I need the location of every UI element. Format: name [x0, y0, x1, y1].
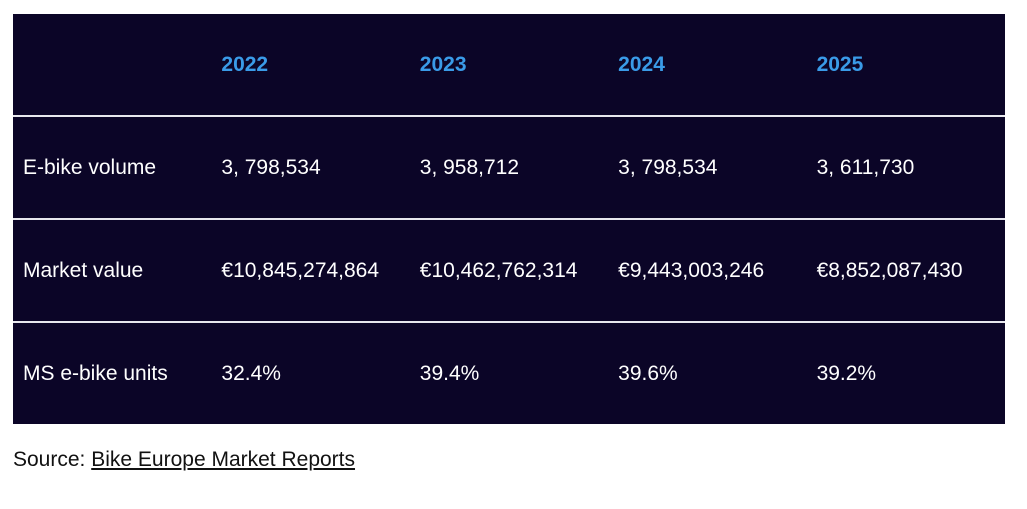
- cell: 39.4%: [409, 321, 609, 424]
- cell: 3, 798,534: [608, 115, 807, 219]
- cell: €8,852,087,430: [806, 218, 1005, 322]
- cell: 32.4%: [211, 321, 410, 424]
- cell: [13, 14, 211, 116]
- cell: 39.2%: [806, 321, 1005, 424]
- source-label: Source:: [13, 448, 86, 471]
- cell: €10,845,274,864: [211, 218, 410, 322]
- cell: 3, 798,534: [211, 115, 410, 219]
- source-note: Source: Bike Europe Market Reports: [13, 448, 355, 472]
- cell: E-bike volume: [13, 115, 212, 219]
- table-row: MS e-bike units 32.4% 39.4% 39.6% 39.2%: [13, 321, 1005, 424]
- cell: Market value: [13, 218, 212, 322]
- data-table: 2022 2023 2024 2025 E-bike volume 3, 798,534 3…: [13, 14, 1005, 424]
- table-row: Market value €10,845,274,864 €10,462,762,3…: [13, 218, 1005, 322]
- cell: 2025: [816, 52, 864, 76]
- cell: 2023: [419, 52, 467, 76]
- source-link[interactable]: Bike Europe Market Reports: [91, 448, 356, 471]
- cell: €10,462,762,314: [409, 218, 609, 322]
- cell: €9,443,003,246: [608, 218, 807, 322]
- cell: 3, 611,730: [806, 115, 1005, 219]
- cell: MS e-bike units: [13, 321, 212, 424]
- cell: 2022: [221, 52, 269, 76]
- cell: 39.6%: [608, 321, 807, 424]
- cell: 2024: [618, 52, 665, 76]
- header-row: 2022 2023 2024 2025: [13, 14, 1005, 116]
- table-row: E-bike volume 3, 798,534 3, 958,712 3, 798,…: [13, 115, 1005, 219]
- cell: 3, 958,712: [409, 115, 609, 219]
